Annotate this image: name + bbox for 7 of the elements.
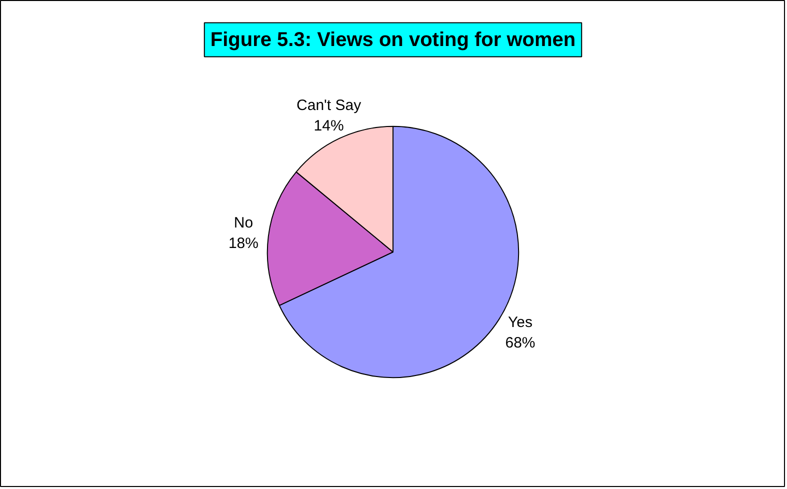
data-label: 68% (505, 334, 536, 352)
chart-title: Figure 5.3: Views on voting for women (210, 28, 576, 51)
data-label: 14% (314, 117, 344, 134)
slice-label: No (234, 214, 254, 232)
data-label: 18% (228, 234, 258, 252)
slice-label: Yes (508, 314, 533, 332)
slice-label: Can't Say (296, 96, 362, 114)
